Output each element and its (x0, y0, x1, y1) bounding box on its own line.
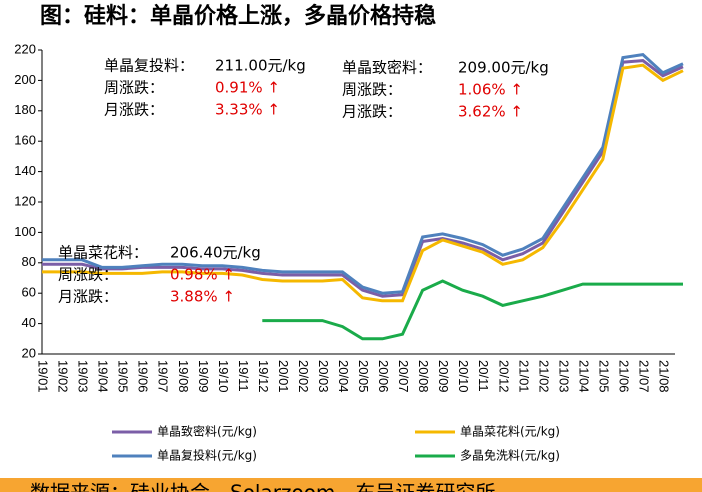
annotation-name: 单晶致密料： (342, 59, 432, 77)
x-tick-label: 19/04 (96, 360, 111, 393)
y-tick-label: 20 (22, 345, 36, 360)
annotation-month: 3.62% ↑ (458, 103, 523, 121)
annotation-month: 3.88% ↑ (170, 288, 235, 306)
x-tick-label: 20/01 (276, 360, 291, 393)
source: 数据来源：硅业协会，Solarzoom，东吴证券研究所 (30, 481, 495, 492)
legend-label: 单晶致密料(元/kg) (157, 424, 257, 439)
x-tick-label: 20/04 (336, 360, 351, 393)
x-tick-label: 19/03 (76, 360, 91, 393)
y-tick-label: 200 (14, 72, 36, 87)
annotation-name: 单晶菜花料： (58, 244, 148, 262)
x-tick-label: 21/01 (516, 360, 531, 393)
x-tick-label: 19/07 (156, 360, 171, 393)
x-tick-label: 20/02 (296, 360, 311, 393)
x-tick-label: 20/09 (436, 360, 451, 393)
annotation-week-label: 周涨跌： (104, 79, 164, 97)
annotation-week: 1.06% ↑ (458, 81, 523, 99)
x-tick-label: 20/12 (496, 360, 511, 393)
x-tick-label: 19/09 (196, 360, 211, 393)
x-tick-label: 21/03 (556, 360, 571, 393)
series-line (42, 63, 684, 303)
x-tick-label: 19/02 (56, 360, 71, 393)
source-bar (0, 478, 702, 492)
annotation-week: 0.98% ↑ (170, 266, 235, 284)
annotation-name: 单晶复投料： (104, 57, 194, 75)
x-tick-label: 19/12 (256, 360, 271, 393)
x-tick-label: 20/07 (396, 360, 411, 393)
x-tick-label: 21/02 (536, 360, 551, 393)
x-tick-label: 20/05 (356, 360, 371, 393)
annotation-month-label: 月涨跌： (58, 288, 118, 306)
annotation-price: 206.40元/kg (170, 244, 261, 262)
annotation-week-label: 周涨跌： (58, 266, 118, 284)
x-tick-label: 20/03 (316, 360, 331, 393)
y-tick-label: 60 (22, 285, 36, 300)
y-tick-label: 40 (22, 315, 36, 330)
annotation-month-label: 月涨跌： (342, 103, 402, 121)
y-tick-label: 160 (14, 133, 36, 148)
annotation-price: 211.00元/kg (215, 57, 306, 75)
series-line (42, 53, 684, 295)
y-tick-label: 140 (14, 163, 36, 178)
x-tick-label: 19/05 (116, 360, 131, 393)
x-tick-label: 19/11 (236, 360, 251, 392)
x-tick-label: 19/06 (136, 360, 151, 393)
legend-label: 单晶复投料(元/kg) (157, 448, 257, 463)
x-tick-label: 21/06 (616, 360, 631, 393)
x-tick-label: 21/07 (636, 360, 651, 393)
y-tick-label: 120 (14, 193, 36, 208)
chart-title: 图：硅料：单晶价格上涨，多晶价格持稳 (40, 3, 436, 29)
x-tick-label: 20/11 (476, 360, 491, 392)
series-line (42, 59, 684, 298)
x-tick-label: 20/10 (456, 360, 471, 393)
x-tick-label: 21/08 (656, 360, 671, 393)
x-tick-label: 19/01 (36, 360, 51, 393)
y-tick-label: 180 (14, 102, 36, 117)
x-tick-label: 21/05 (596, 360, 611, 393)
x-tick-label: 19/10 (216, 360, 231, 393)
annotation-price: 209.00元/kg (458, 59, 549, 77)
legend-label: 多晶免洗料(元/kg) (460, 448, 560, 463)
x-tick-label: 19/08 (176, 360, 191, 393)
x-tick-label: 20/06 (376, 360, 391, 393)
y-tick-label: 220 (14, 41, 36, 56)
x-tick-label: 20/08 (416, 360, 431, 393)
y-tick-label: 80 (22, 254, 36, 269)
annotation-month-label: 月涨跌： (104, 101, 164, 119)
legend-label: 单晶菜花料(元/kg) (460, 424, 560, 439)
series-line (262, 279, 683, 341)
annotation-month: 3.33% ↑ (215, 101, 280, 119)
annotation-week-label: 周涨跌： (342, 81, 402, 99)
annotation-week: 0.91% ↑ (215, 79, 280, 97)
y-tick-label: 100 (14, 224, 36, 239)
x-tick-label: 21/04 (576, 360, 591, 393)
